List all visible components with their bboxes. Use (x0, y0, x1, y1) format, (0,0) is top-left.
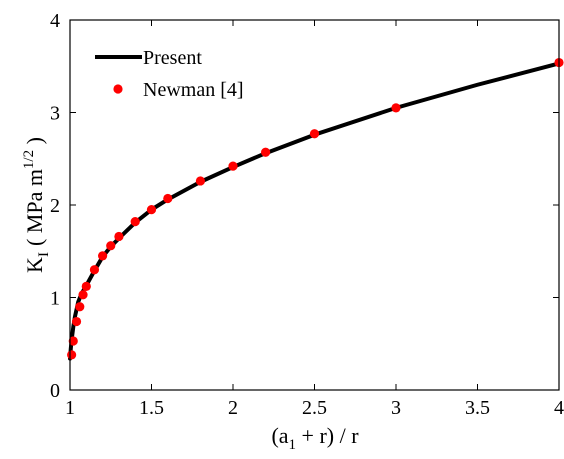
legend-label-newman: Newman [4] (143, 79, 244, 101)
data-point-newman (195, 176, 205, 186)
legend-swatch-newman (113, 84, 123, 94)
y-axis-label-text: KI( MPa m1/2 ) (21, 137, 52, 273)
data-point-newman (309, 129, 320, 139)
data-point-newman (106, 241, 116, 251)
data-point-newman (78, 290, 88, 300)
data-point-newman (81, 281, 91, 291)
x-axis-label: (a1 + r) / r (271, 423, 359, 453)
data-point-newman (98, 251, 108, 261)
x-tick-label: 2 (228, 397, 238, 419)
data-point-newman (391, 103, 401, 113)
y-tick-label: 0 (50, 380, 60, 402)
y-axis-label: KI( MPa m1/2 ) (21, 137, 52, 273)
x-tick-label: 4 (554, 397, 564, 419)
legend: Present Newman [4] (95, 47, 244, 101)
x-tick-label: 1 (65, 397, 75, 419)
data-point-newman (68, 336, 78, 346)
data-point-newman (67, 350, 77, 360)
x-tick-label: 3.5 (465, 397, 490, 419)
y-tick-label: 3 (50, 103, 60, 125)
data-point-newman (163, 193, 173, 204)
data-point-newman (114, 231, 124, 242)
data-point-newman (89, 265, 100, 275)
data-point-newman (228, 161, 238, 171)
data-point-newman (261, 147, 271, 157)
data-point-newman (75, 302, 85, 312)
y-tick-label: 2 (50, 195, 60, 217)
x-tick-label: 2.5 (302, 397, 327, 419)
y-tick-label: 4 (50, 10, 60, 32)
plot-area (70, 20, 559, 390)
x-tick-label: 1.5 (139, 397, 164, 419)
data-point-newman (71, 316, 82, 327)
data-point-newman (130, 217, 140, 227)
data-point-newman (146, 205, 157, 215)
legend-label-present: Present (143, 47, 202, 69)
y-tick-label: 1 (50, 288, 60, 310)
x-tick-label: 3 (391, 397, 401, 419)
